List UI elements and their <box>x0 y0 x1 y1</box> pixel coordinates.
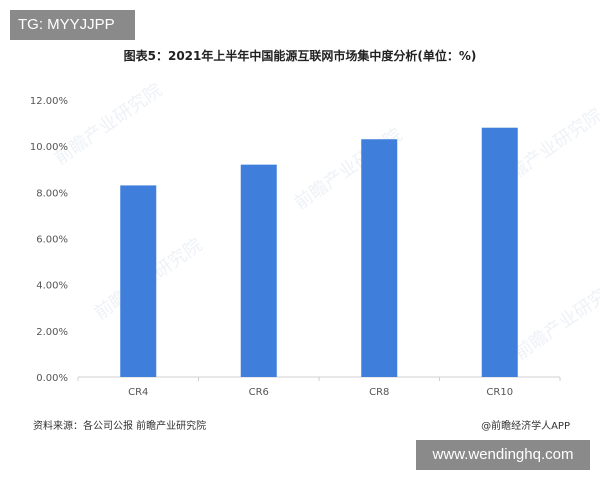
y-tick-label: 10.00% <box>30 142 68 153</box>
chart-title: 图表5：2021年上半年中国能源互联网市场集中度分析(单位：%) <box>123 49 477 63</box>
x-tick-label: CR10 <box>486 387 513 398</box>
y-tick-label: 2.00% <box>36 327 68 338</box>
bar-cr10 <box>481 127 518 377</box>
watermark-badge-bottom: www.wendinghq.com <box>416 440 590 470</box>
watermark-badge-top: TG: MYYJJPP <box>10 10 135 40</box>
y-tick-label: 4.00% <box>36 281 68 292</box>
svg-text:前瞻产业研究院: 前瞻产业研究院 <box>511 275 600 364</box>
bar-cr4 <box>120 185 157 377</box>
svg-text:前瞻产业研究院: 前瞻产业研究院 <box>51 80 166 169</box>
y-tick-label: 8.00% <box>36 188 68 199</box>
credit-note: @前瞻经济学人APP <box>481 421 570 432</box>
y-tick-label: 6.00% <box>36 235 68 246</box>
y-tick-label: 0.00% <box>36 373 68 384</box>
x-tick-label: CR4 <box>128 387 148 398</box>
x-tick-label: CR6 <box>249 387 269 398</box>
y-tick-label: 12.00% <box>30 96 68 107</box>
source-note: 资料来源：各公司公报 前瞻产业研究院 <box>33 421 207 432</box>
bar-cr6 <box>240 164 277 377</box>
bar-cr8 <box>361 139 398 377</box>
x-tick-label: CR8 <box>369 387 389 398</box>
